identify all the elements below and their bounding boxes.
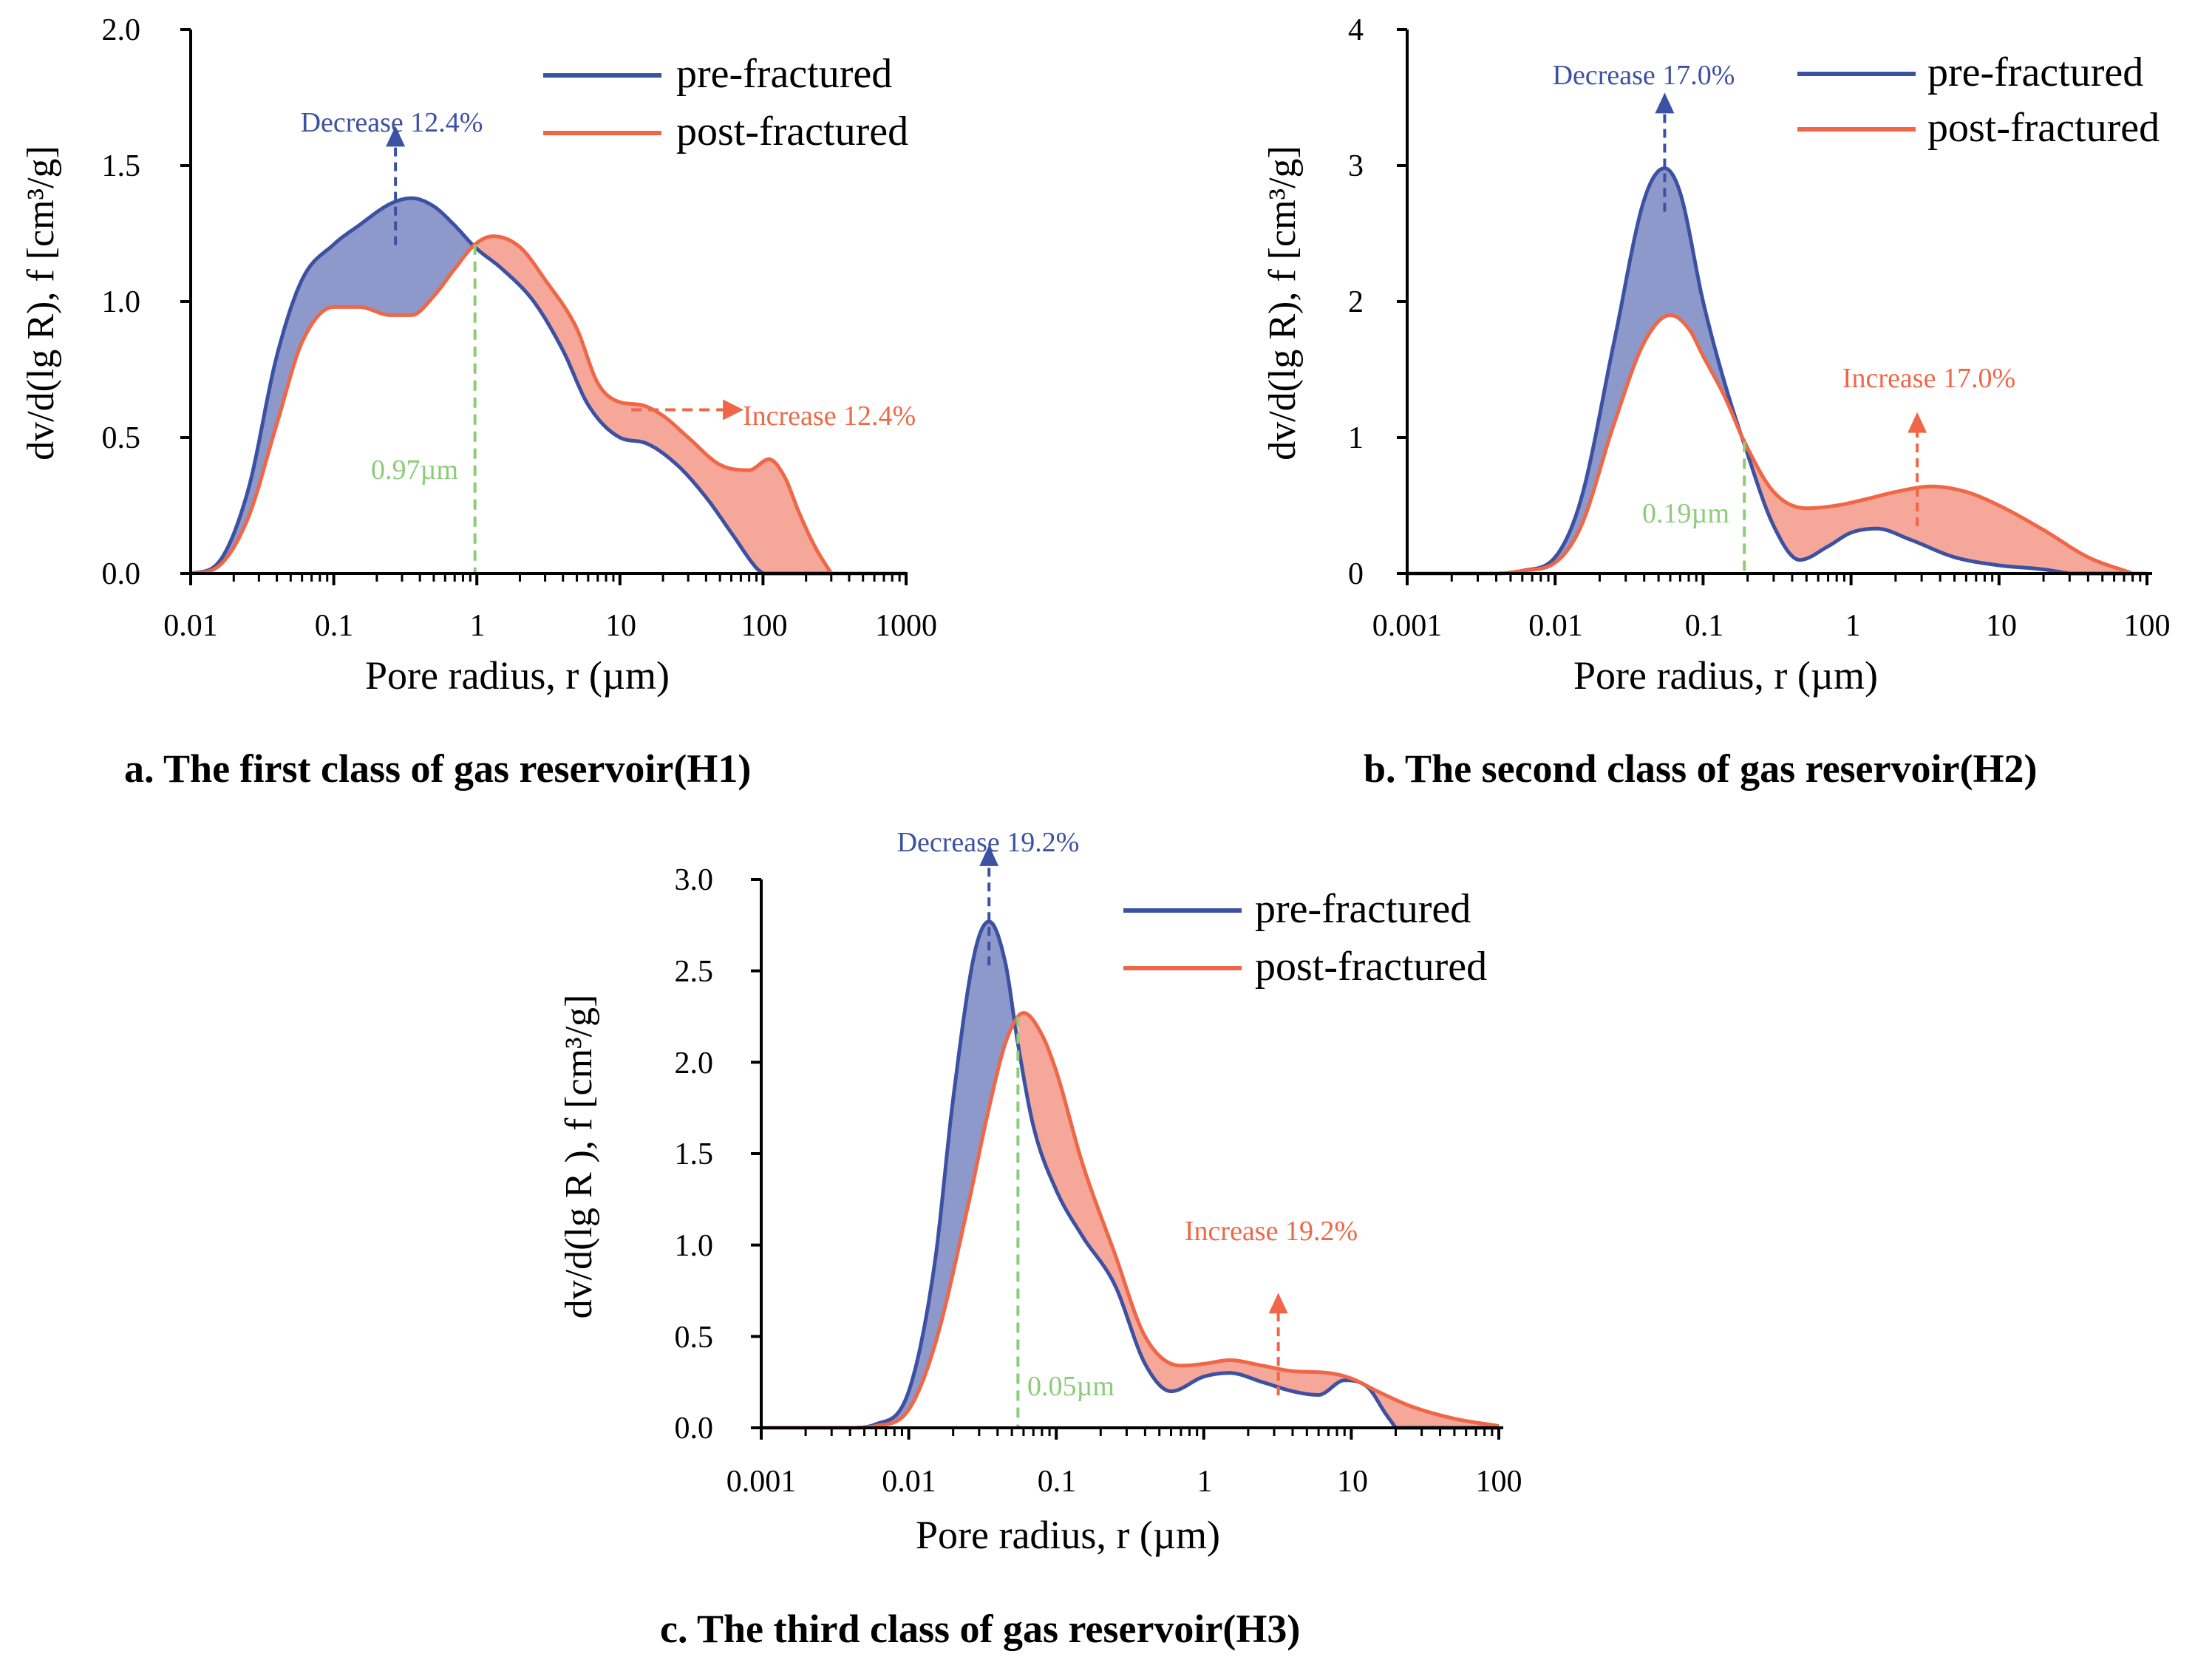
panel-c-line-pre (760, 919, 1500, 1430)
panel-a-decrease-area (191, 198, 475, 573)
panel-b-ticks (1397, 28, 2148, 585)
panel-a-increase-label: Increase 12.4% (743, 401, 916, 432)
panel-b-decrease-label: Decrease 17.0% (1553, 60, 1735, 91)
panel-c-line-post (760, 1011, 1500, 1430)
panel-c-arrow-decrease-head (979, 845, 999, 866)
panel-c-increase-label: Increase 19.2% (1185, 1216, 1358, 1247)
panel-c-arrow-increase-head (1268, 1293, 1288, 1314)
panel-a-legend-post-label: post-fractured (676, 109, 908, 154)
panel-a-xtick-0: 0.01 (163, 609, 218, 643)
panel-c-ytick-4: 2.0 (675, 1046, 714, 1080)
panel-c-decrease-area (761, 921, 1018, 1428)
panel-a-xtick-4: 100 (741, 609, 788, 643)
panel-b-xtick-0: 0.001 (1372, 609, 1443, 643)
caption-b: b. The second class of gas reservoir(H2) (1364, 746, 2037, 791)
panel-a-ytick-1: 0.5 (102, 421, 141, 455)
panel-a-xtick-1: 0.1 (315, 609, 354, 643)
panel-a-xlabel: Pore radius, r (µm) (365, 653, 670, 698)
panel-c-ytick-3: 1.5 (675, 1137, 714, 1171)
panel-c-ytick-6: 3.0 (675, 863, 714, 897)
panel-a-arrow-increase-head (723, 399, 744, 421)
panel-a-line-post (189, 234, 908, 576)
panel-c-ytick-1: 0.5 (675, 1321, 714, 1355)
panel-a-legend-pre-label: pre-fractured (676, 51, 892, 97)
panel-b-increase-area (1745, 443, 2147, 573)
panel-c-decrease-label: Decrease 19.2% (897, 827, 1080, 858)
panel-a-xtick-2: 1 (470, 609, 486, 643)
caption-a: a. The first class of gas reservoir(H1) (124, 746, 751, 791)
panel-c-legend-post-label: post-fractured (1255, 944, 1487, 990)
panel-c-ylabel: dv/d(lg R ), f [cm³/g] (558, 995, 600, 1319)
panel-b-xlabel: Pore radius, r (µm) (1573, 653, 1878, 698)
panel-b-increase-label: Increase 17.0% (1842, 363, 2015, 394)
panel-b-xtick-4: 10 (1986, 609, 2017, 643)
panel-a-threshold-label: 0.97µm (371, 455, 458, 486)
panel-a-increase-area (475, 236, 906, 573)
panel-c-ticks (751, 878, 1500, 1440)
panel-b-ytick-1: 1 (1348, 421, 1364, 455)
panel-c-xtick-2: 0.1 (1038, 1465, 1077, 1499)
panel-a-xtick-5: 1000 (875, 609, 937, 643)
panel-c-xtick-1: 0.01 (882, 1465, 936, 1499)
panel-c-legend-pre-label: pre-fractured (1255, 886, 1471, 932)
panel-a-decrease-label: Decrease 12.4% (301, 107, 483, 138)
panel-c-threshold-label: 0.05µm (1027, 1371, 1114, 1402)
panel-b-ytick-4: 4 (1348, 13, 1364, 47)
panel-a-plot (189, 126, 908, 576)
panel-b-plot (1406, 92, 2148, 576)
panel-c-ytick-5: 2.5 (675, 955, 714, 989)
panel-a-ticks (180, 28, 908, 585)
panel-b: 0 1 2 3 4 0.001 0.01 0.1 1 10 100 Pore r… (1262, 13, 2171, 698)
panel-a-arrow-decrease-head (386, 126, 406, 147)
caption-c: c. The third class of gas reservoir(H3) (660, 1607, 1300, 1651)
panel-b-legend-pre-label: pre-fractured (1927, 50, 2143, 95)
panel-a-ytick-3: 1.5 (102, 149, 141, 183)
panel-a: 0.0 0.5 1.0 1.5 2.0 0.01 0.1 1 10 100 10… (20, 13, 937, 698)
panel-b-legend-post-label: post-fractured (1927, 105, 2160, 151)
panel-b-ylabel: dv/d(lg R), f [cm³/g] (1262, 146, 1304, 460)
panel-b-threshold-label: 0.19µm (1642, 498, 1729, 529)
panel-b-xtick-5: 100 (2124, 609, 2171, 643)
panel-c: 0.0 0.5 1.0 1.5 2.0 2.5 3.0 0.001 0.01 0… (558, 827, 1522, 1557)
panel-c-xtick-5: 100 (1476, 1465, 1522, 1499)
panel-a-ytick-2: 1.0 (102, 285, 141, 319)
panel-c-xtick-3: 1 (1197, 1465, 1213, 1499)
panel-b-decrease-area (1407, 168, 1745, 573)
panel-b-arrow-decrease-head (1655, 92, 1675, 114)
panel-b-ytick-0: 0 (1348, 557, 1364, 591)
panel-b-arrow-increase-head (1908, 412, 1927, 433)
panel-c-xtick-4: 10 (1337, 1465, 1368, 1499)
panel-c-ytick-0: 0.0 (675, 1412, 714, 1446)
panel-c-plot (760, 845, 1500, 1430)
panel-a-ylabel: dv/d(lg R), f [cm³/g] (20, 146, 62, 460)
panel-b-ytick-3: 3 (1348, 149, 1364, 183)
panel-b-xtick-1: 0.01 (1528, 609, 1583, 643)
panel-c-xtick-0: 0.001 (726, 1465, 797, 1499)
panel-c-ytick-2: 1.0 (675, 1229, 714, 1263)
panel-a-ytick-0: 0.0 (102, 557, 141, 591)
panel-b-line-post (1406, 313, 2148, 576)
panel-b-xtick-3: 1 (1845, 609, 1861, 643)
panel-c-xlabel: Pore radius, r (µm) (916, 1513, 1220, 1557)
panel-a-xtick-3: 10 (605, 609, 636, 643)
panel-b-ytick-2: 2 (1348, 285, 1364, 319)
panel-a-ytick-4: 2.0 (102, 13, 141, 47)
panel-b-xtick-2: 0.1 (1685, 609, 1724, 643)
